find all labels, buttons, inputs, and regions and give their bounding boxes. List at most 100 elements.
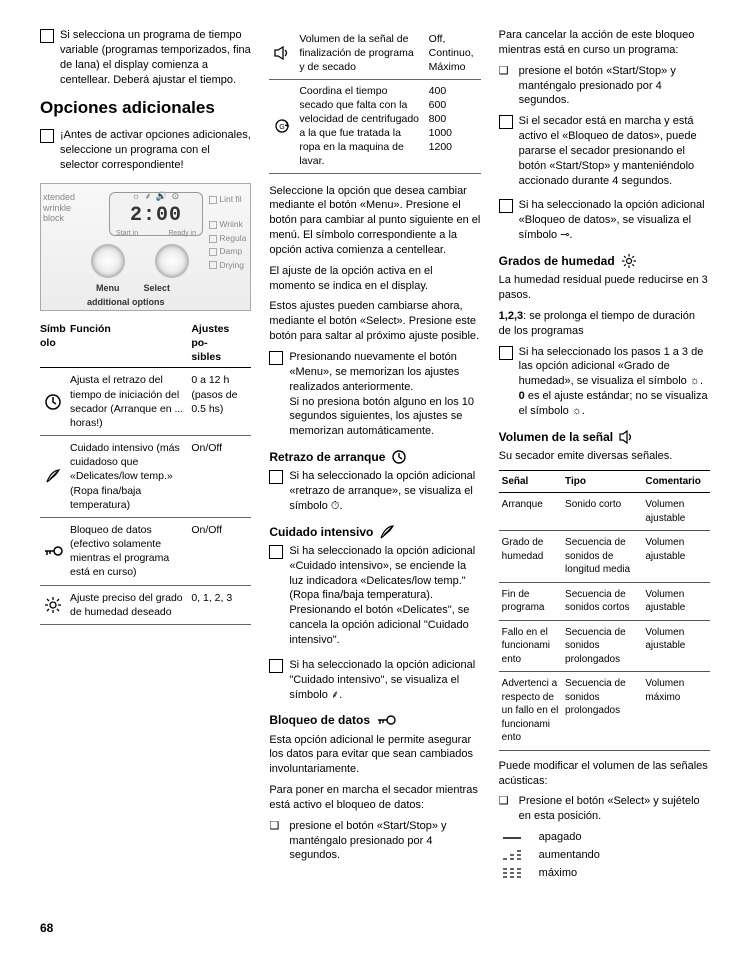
bullet-icon: ❑ (499, 64, 511, 109)
cell: Secuencia de sonidos prolongados (562, 672, 642, 751)
th-comentario: Comentario (642, 470, 710, 493)
label: apagado (539, 830, 582, 845)
cell: Secuencia de sonidos prolongados (562, 620, 642, 672)
paragraph: Estos ajustes pueden cambiarse ahora, me… (269, 299, 480, 344)
heading-retrazo: Retrazo de arranque (269, 449, 480, 465)
heading-cuidado: Cuidado intensivo (269, 524, 480, 540)
label: máximo (539, 866, 578, 881)
label: Drying (219, 260, 244, 271)
th-simbolo: Símb olo (40, 319, 70, 368)
checkbox-icon (499, 199, 513, 213)
panel-buttons (91, 244, 189, 278)
menu-button[interactable] (91, 244, 125, 278)
control-panel-illustration: xtended wrinkle block ☼ ⸙ 🔊 ⊙ 2:00 Start… (40, 183, 251, 311)
cell: Volumen de la señal de finalización de p… (295, 28, 424, 79)
column-1: Si selecciona un programa de tiempo vari… (40, 28, 251, 884)
signals-table: Señal Tipo Comentario ArranqueSonido cor… (499, 470, 710, 751)
note-text: Si ha seleccionado la opción adicional «… (289, 544, 480, 648)
paragraph: Esta opción adicional le permite asegura… (269, 733, 480, 778)
cell: 0, 1, 2, 3 (191, 585, 251, 624)
checkbox-icon (269, 351, 283, 365)
checkbox-icon (269, 659, 283, 673)
sun-icon (40, 585, 70, 624)
table-row: Ajuste preciso del grado de humedad dese… (40, 585, 251, 624)
checkbox-icon (40, 129, 54, 143)
text: es el ajuste estándar; no se visualiza e… (519, 390, 708, 417)
clock-icon (391, 449, 407, 465)
key-icon (40, 517, 70, 585)
level-max-icon (499, 867, 525, 879)
options-table-cont: Volumen de la señal de finalización de p… (269, 28, 480, 174)
label: Wriink (219, 219, 242, 230)
paragraph: Puede modificar el volumen de las señale… (499, 759, 710, 789)
note-text: Si ha seleccionado la opción adicional «… (289, 469, 480, 514)
table-row: Cuidado intensivo (más cuidadoso que «De… (40, 436, 251, 518)
panel-right-labels: Lint fil Wriink Regula Damp Drying (209, 194, 246, 273)
bullet-item: ❑ Presione el botón «Select» y sujételo … (499, 794, 710, 824)
label: Select (144, 282, 171, 294)
note-text: ¡Antes de activar opciones adicionales, … (60, 128, 251, 173)
checkbox-icon (499, 115, 513, 129)
select-button[interactable] (155, 244, 189, 278)
paragraph: 1,2,3: se prolonga el tiempo de duración… (499, 309, 710, 339)
table-row: Volumen de la señal de finalización de p… (269, 28, 480, 79)
display-icons: ☼ ⸙ 🔊 ⊙ (132, 190, 180, 202)
heading-text: Bloqueo de datos (269, 712, 370, 728)
note-variable-program: Si selecciona un programa de tiempo vari… (40, 28, 251, 87)
th-tipo: Tipo (562, 470, 642, 493)
table-row: G Coordina el tiempo secado que falta co… (269, 79, 480, 173)
table-row: Advertenci a respecto de un fallo en el … (499, 672, 710, 751)
text: Si ha seleccionado los pasos 1 a 3 de la… (519, 346, 704, 388)
table-row: Fallo en el funcionami entoSecuencia de … (499, 620, 710, 672)
bullet-item: ❑ presione el botón «Start/Stop» y manté… (269, 819, 480, 864)
cell: Cuidado intensivo (más cuidadoso que «De… (70, 436, 191, 518)
note-text: Presionando nuevamente el botón «Menu», … (289, 350, 480, 439)
display-time: 2:00 (130, 202, 182, 229)
bold-text: 1,2,3 (499, 310, 523, 322)
heading-text: Grados de humedad (499, 253, 615, 269)
cell: Coordina el tiempo secado que falta con … (295, 79, 424, 173)
volume-level-off: apagado (499, 830, 710, 845)
heading-grados: Grados de humedad (499, 253, 710, 269)
label: Start in (116, 229, 138, 238)
cell: On/Off (191, 436, 251, 518)
speaker-icon (269, 28, 295, 79)
cell: 0 a 12 h (pasos de 0.5 hs) (191, 368, 251, 436)
table-row: ArranqueSonido cortoVolumen ajustable (499, 493, 710, 531)
panel-display: ☼ ⸙ 🔊 ⊙ 2:00 Start inReady in (109, 192, 203, 236)
paragraph: Para poner en marcha el secador mientras… (269, 783, 480, 813)
note-retrazo: Si ha seleccionado la opción adicional «… (269, 469, 480, 514)
heading-bloqueo: Bloqueo de datos (269, 712, 480, 728)
column-3: Para cancelar la acción de este bloqueo … (499, 28, 710, 884)
page-number: 68 (40, 920, 53, 936)
table-row: Bloqueo de datos (efectivo solamente mie… (40, 517, 251, 585)
note-before-activate: ¡Antes de activar opciones adicionales, … (40, 128, 251, 173)
paragraph: Su secador emite diversas señales. (499, 449, 710, 464)
cell: Volumen ajustable (642, 493, 710, 531)
level-off-icon (499, 834, 525, 842)
key-icon (376, 714, 396, 726)
clock-icon (40, 368, 70, 436)
feather-icon (379, 524, 395, 540)
options-table: Símb olo Función Ajustes po- sibles Ajus… (40, 319, 251, 625)
cell: Volumen ajustable (642, 531, 710, 583)
bullet-item: ❑ presione el botón «Start/Stop» y manté… (499, 64, 710, 109)
th-senal: Señal (499, 470, 562, 493)
panel-left-labels: xtended wrinkle block (43, 192, 75, 224)
checkbox-icon (269, 470, 283, 484)
speaker-icon (619, 430, 635, 444)
bullet-text: Presione el botón «Select» y sujételo en… (519, 794, 710, 824)
svg-text:G: G (280, 124, 285, 131)
spin-icon: G (269, 79, 295, 173)
cell: Secuencia de sonidos cortos (562, 582, 642, 620)
heading-text: Retrazo de arranque (269, 449, 385, 465)
sun-icon (621, 253, 637, 269)
note-bloqueo-symbol: Si ha seleccionado la opción adicional «… (499, 198, 710, 243)
note-cuidado2: Si ha seleccionado la opción adicional "… (269, 658, 480, 703)
volume-level-max: máximo (499, 866, 710, 881)
label: Regula (219, 233, 246, 244)
cell: Bloqueo de datos (efectivo solamente mie… (70, 517, 191, 585)
feather-icon (40, 436, 70, 518)
bullet-icon: ❑ (499, 794, 511, 824)
note-grados: Si ha seleccionado los pasos 1 a 3 de la… (499, 345, 710, 419)
